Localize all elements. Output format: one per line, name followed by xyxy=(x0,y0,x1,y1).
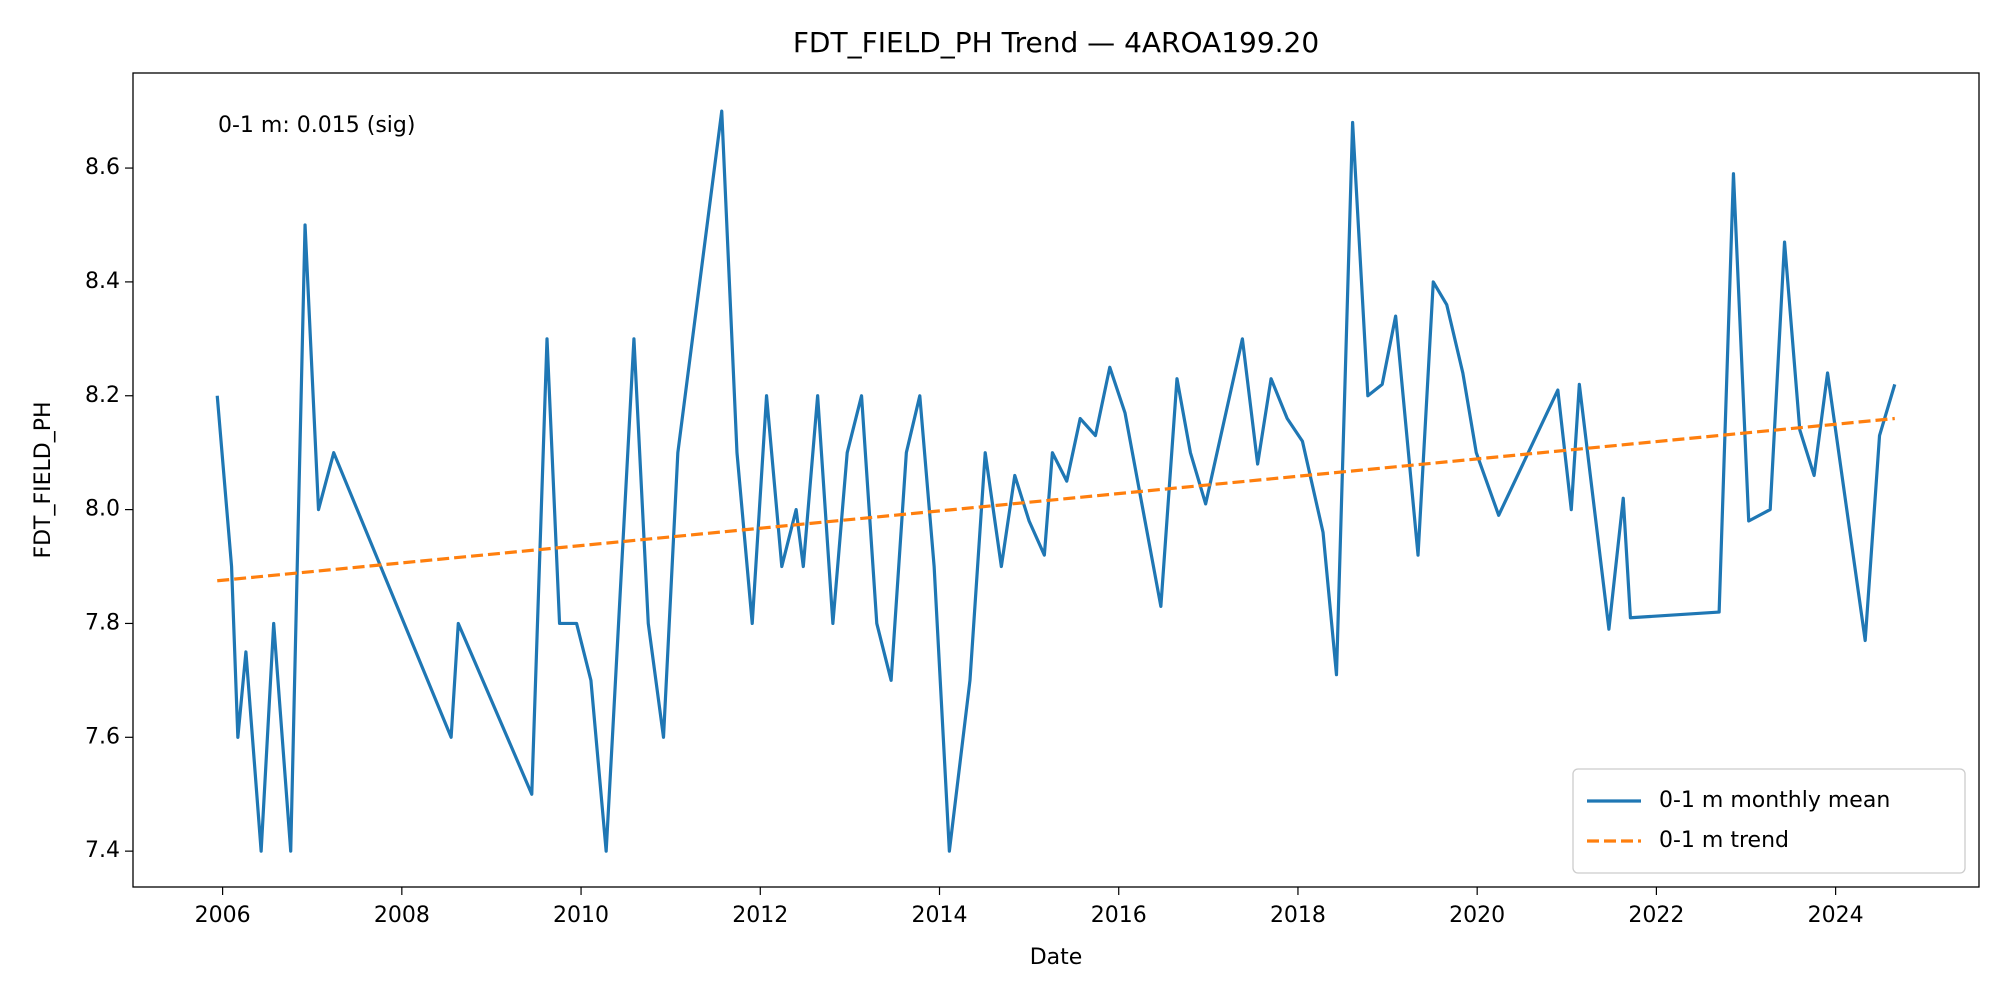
chart-title: FDT_FIELD_PH Trend — 4AROA199.20 xyxy=(793,26,1319,59)
x-tick-label: 2006 xyxy=(195,903,251,928)
annotation: 0-1 m: 0.015 (sig) xyxy=(218,113,415,138)
x-tick-label: 2016 xyxy=(1091,903,1147,928)
y-tick-label: 8.0 xyxy=(85,497,120,522)
x-tick-label: 2008 xyxy=(374,903,430,928)
x-tick-label: 2022 xyxy=(1628,903,1684,928)
x-tick-label: 2020 xyxy=(1449,903,1505,928)
legend-label: 0-1 m monthly mean xyxy=(1659,788,1890,813)
y-tick-label: 8.6 xyxy=(85,155,120,180)
series-line xyxy=(215,109,1897,853)
legend-box xyxy=(1572,768,1966,874)
x-axis-label: Date xyxy=(1030,945,1083,970)
y-tick-label: 7.8 xyxy=(85,610,120,635)
legend-label: 0-1 m trend xyxy=(1659,828,1789,853)
y-tick-label: 7.4 xyxy=(85,838,120,863)
series-line xyxy=(217,416,1895,583)
x-tick-label: 2018 xyxy=(1270,903,1326,928)
x-tick-label: 2012 xyxy=(732,903,788,928)
y-axis-label: FDT_FIELD_PH xyxy=(31,401,56,558)
y-tick-label: 8.2 xyxy=(85,383,120,408)
x-tick-label: 2010 xyxy=(553,903,609,928)
y-tick-label: 7.6 xyxy=(85,724,120,749)
plot-frame xyxy=(132,72,1980,888)
x-tick-label: 2024 xyxy=(1808,903,1864,928)
x-tick-label: 2014 xyxy=(912,903,968,928)
y-tick-label: 8.4 xyxy=(85,269,120,294)
